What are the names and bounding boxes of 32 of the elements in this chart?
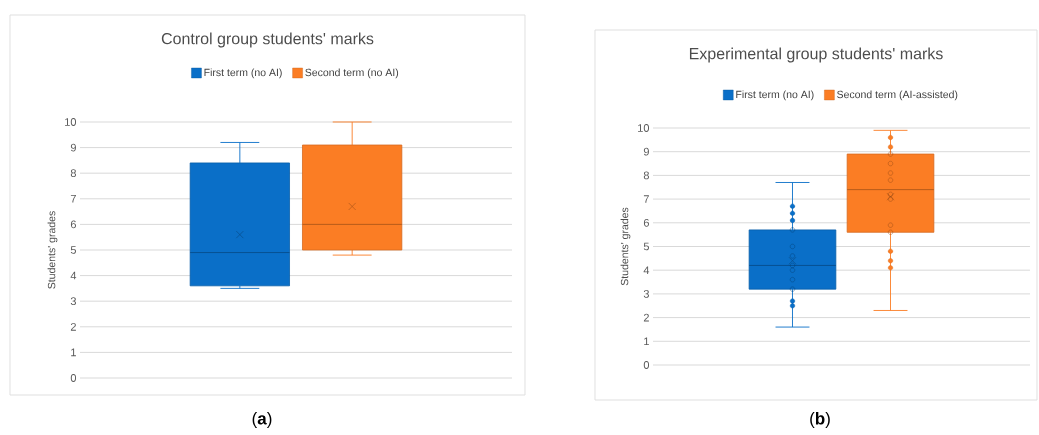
legend-label: Second term (no AI) — [305, 68, 399, 79]
y-tick-label: 1 — [644, 337, 649, 346]
y-tick-label: 8 — [643, 171, 649, 180]
y-tick-label: 4 — [70, 271, 77, 280]
y-axis-title: Students' grades — [47, 211, 58, 289]
chart-title: Control group students' marks — [161, 32, 374, 48]
y-tick-label: 0 — [70, 374, 77, 382]
legend-label: First term (no AI) — [204, 68, 282, 79]
chart-title: Experimental group students' marks — [689, 47, 943, 63]
y-tick-label: 9 — [643, 147, 649, 156]
y-tick-label: 7 — [643, 195, 649, 203]
y-tick-label: 9 — [70, 143, 76, 152]
y-tick-label: 1 — [71, 348, 76, 357]
y-tick-label: 3 — [643, 290, 649, 298]
y-tick-label: 3 — [70, 297, 76, 306]
y-tick-label: 4 — [643, 266, 650, 274]
y-tick-label: 10 — [638, 124, 650, 132]
text: (a) — [252, 412, 272, 428]
y-tick-label: 5 — [643, 242, 649, 251]
y-tick-label: 0 — [643, 361, 650, 369]
y-tick-label: 5 — [70, 246, 77, 254]
y-tick-label: 8 — [70, 169, 76, 178]
y-tick-label: 7 — [70, 195, 76, 203]
legend-label: First term (no AI) — [736, 90, 814, 101]
text: (b) — [810, 412, 830, 428]
legend-label: Second term (AI-assisted) — [837, 90, 958, 101]
y-tick-label: 6 — [70, 220, 76, 229]
y-axis-title: Students' grades — [620, 207, 631, 286]
y-tick-label: 10 — [65, 118, 77, 126]
y-tick-label: 2 — [643, 313, 649, 322]
y-tick-label: 6 — [643, 218, 649, 227]
y-tick-label: 2 — [70, 322, 76, 331]
